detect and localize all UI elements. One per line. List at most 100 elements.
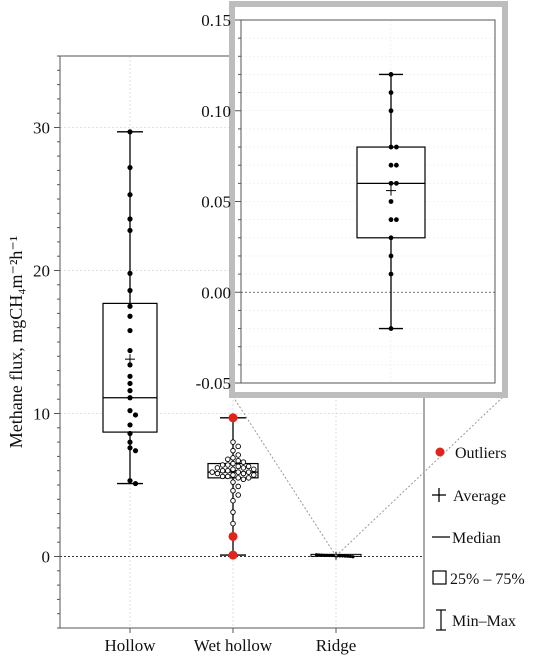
ridge-data-point [314,553,319,557]
wet-hollow-data-point [225,456,231,463]
wet-hollow-data-point [225,462,231,468]
inset-data-point [388,162,394,168]
x-tick-label: Hollow [105,636,157,655]
y-tick-label: 30 [33,119,50,138]
wet-hollow-data-point [230,455,236,461]
wet-hollow-data-point [245,463,252,470]
inset-y-axis: -0.05 0.00 0.05 0.10 0.15 [196,11,241,393]
wet-hollow-data-point [240,459,247,465]
ridge-data-point [322,553,326,557]
wet-hollow-data-point [230,479,236,485]
wet-hollow-data-point [230,466,236,473]
inset-y-tick-label: 0.10 [201,102,231,121]
wet-hollow-data-point [235,483,241,490]
ridge-data-point [340,554,345,558]
ridge-data-point [348,554,352,558]
wet-hollow-data-point [214,470,221,477]
ridge-data-point [320,553,324,557]
hollow-data-point [127,303,133,309]
wet-hollow-data-point [219,462,226,468]
plus-icon [432,488,446,502]
wet-hollow-data-point [240,465,247,471]
ridge-data-point [343,554,347,558]
wet-hollow-data-point [230,472,236,478]
inset-data-point [394,144,399,150]
hollow-data-point [127,445,133,451]
main-x-axis: Hollow Wet hollow Ridge [105,628,357,655]
wet-hollow-data-point [235,469,241,475]
ridge-data-point [351,555,355,559]
legend-label-iqr: 25% – 75% [450,571,525,588]
hollow-data-point [127,373,133,379]
ridge-data-point [327,553,332,558]
hollow-data-point [132,412,139,418]
wet-hollow-data-point [230,487,236,494]
wet-hollow-data-point [251,466,257,473]
wet-hollow-data-point [251,472,257,478]
hollow-data-point [127,439,133,445]
inset-y-tick-label: 0.15 [201,11,231,30]
inset-y-tick-label: 0.00 [201,283,231,302]
hollow-data-point [127,408,133,414]
wet-hollow-data-point [235,452,241,458]
inset-data-point [394,162,399,168]
hollow-data-point [127,313,133,319]
legend-item-median: Median [432,530,501,547]
legend: Outliers Average Median 25% – 75% Min–Ma… [432,445,525,631]
wet-hollow-data-point [219,467,226,474]
wet-hollow-data-point [225,467,231,474]
wet-hollow-data-point [245,475,252,481]
ridge-data-point [317,553,321,557]
hollow-data-point [127,327,133,334]
wet-hollow-data-point [235,443,241,450]
inset-data-point [388,72,394,77]
hollow-data-point [127,478,133,484]
wet-hollow-data-point [230,509,236,515]
inset-data-point [388,217,394,223]
hollow-data-point [127,192,133,198]
wet-hollow-data-point [235,457,241,464]
inset-data-point [394,217,399,223]
hollow-data-point [127,430,133,437]
wet-hollow-data-point [240,470,247,477]
hollow-data-point [132,448,139,454]
wet-hollow-data-point [245,469,252,475]
y-tick-label: 10 [33,405,50,424]
legend-label-average: Average [453,488,506,505]
x-tick-label: Ridge [316,636,357,655]
legend-item-outliers: Outliers [435,445,507,462]
wet-hollow-outlier-point [228,550,238,560]
wet-hollow-data-point [230,497,236,504]
ridge-data-point [330,553,334,558]
inset-boxplot [356,72,426,331]
hollow-data-point [127,227,133,234]
inset-data-point [388,271,394,277]
whisker-icon [436,609,446,631]
inset-data-point [388,180,394,186]
inset-y-tick-label: 0.05 [201,193,231,212]
inset-data-point [388,326,394,331]
wet-hollow-data-point [214,465,221,471]
hollow-data-point [132,480,139,487]
inset-data-point [388,253,394,259]
legend-label-median: Median [452,530,501,547]
legend-item-iqr: 25% – 75% [432,570,525,588]
hollow-data-point [127,164,133,171]
ridge-data-point [325,553,329,557]
main-y-axis: 0 10 20 30 [33,55,60,629]
wet-hollow-data-point [219,473,226,480]
y-tick-label: 0 [42,548,51,567]
legend-label-minmax: Min–Max [452,613,516,630]
wet-hollow-data-point [235,492,241,498]
legend-item-average: Average [432,488,506,505]
wet-hollow-data-point [230,447,236,454]
hollow-data-point [127,380,133,387]
wet-hollow-data-point [240,476,247,483]
hollow-data-point [127,216,133,222]
inset-connector-right [335,394,506,557]
hollow-data-point [127,362,133,368]
x-tick-label: Wet hollow [194,636,273,655]
box-icon [432,570,447,585]
wet-hollow-data-point [230,520,236,527]
